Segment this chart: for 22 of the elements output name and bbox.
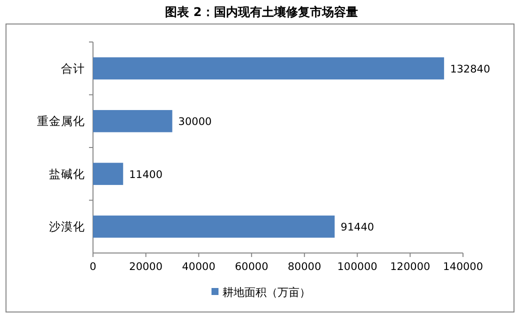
bar xyxy=(93,110,172,132)
bar xyxy=(93,57,444,80)
x-tick-label: 140000 xyxy=(442,261,484,273)
y-tick-label: 沙漠化 xyxy=(49,220,85,234)
legend-label: 耕地面积（万亩） xyxy=(222,286,310,299)
data-label: 91440 xyxy=(340,222,374,234)
data-label: 132840 xyxy=(450,63,490,76)
chart-title: 图表 2：国内现有土壤修复市场容量 xyxy=(165,5,358,19)
x-tick-label: 60000 xyxy=(234,261,268,273)
y-tick-label: 合计 xyxy=(61,61,85,76)
x-tick-label: 100000 xyxy=(337,261,378,273)
data-label: 30000 xyxy=(178,116,212,128)
x-tick-label: 80000 xyxy=(288,261,322,273)
x-tick-label: 120000 xyxy=(390,261,430,273)
x-tick-label: 0 xyxy=(90,261,96,273)
y-tick-label: 重金属化 xyxy=(37,114,85,128)
data-label: 11400 xyxy=(129,168,163,181)
x-tick-label: 20000 xyxy=(129,261,163,273)
y-tick-label: 盐碱化 xyxy=(49,166,85,181)
x-tick-label: 40000 xyxy=(182,261,216,273)
bar xyxy=(93,162,124,185)
bar xyxy=(93,216,335,238)
